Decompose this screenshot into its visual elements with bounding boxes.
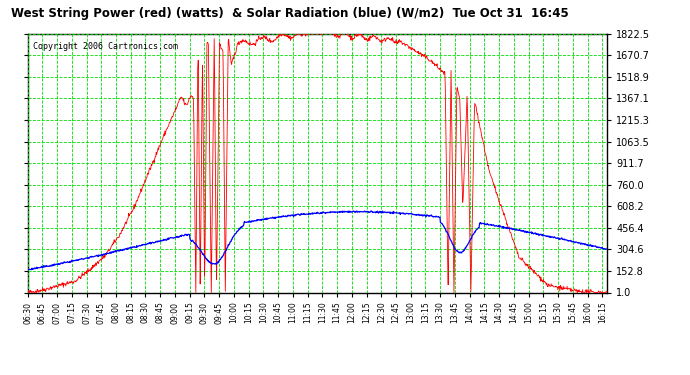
Text: Copyright 2006 Cartronics.com: Copyright 2006 Cartronics.com — [33, 42, 179, 51]
Text: West String Power (red) (watts)  & Solar Radiation (blue) (W/m2)  Tue Oct 31  16: West String Power (red) (watts) & Solar … — [11, 8, 569, 21]
